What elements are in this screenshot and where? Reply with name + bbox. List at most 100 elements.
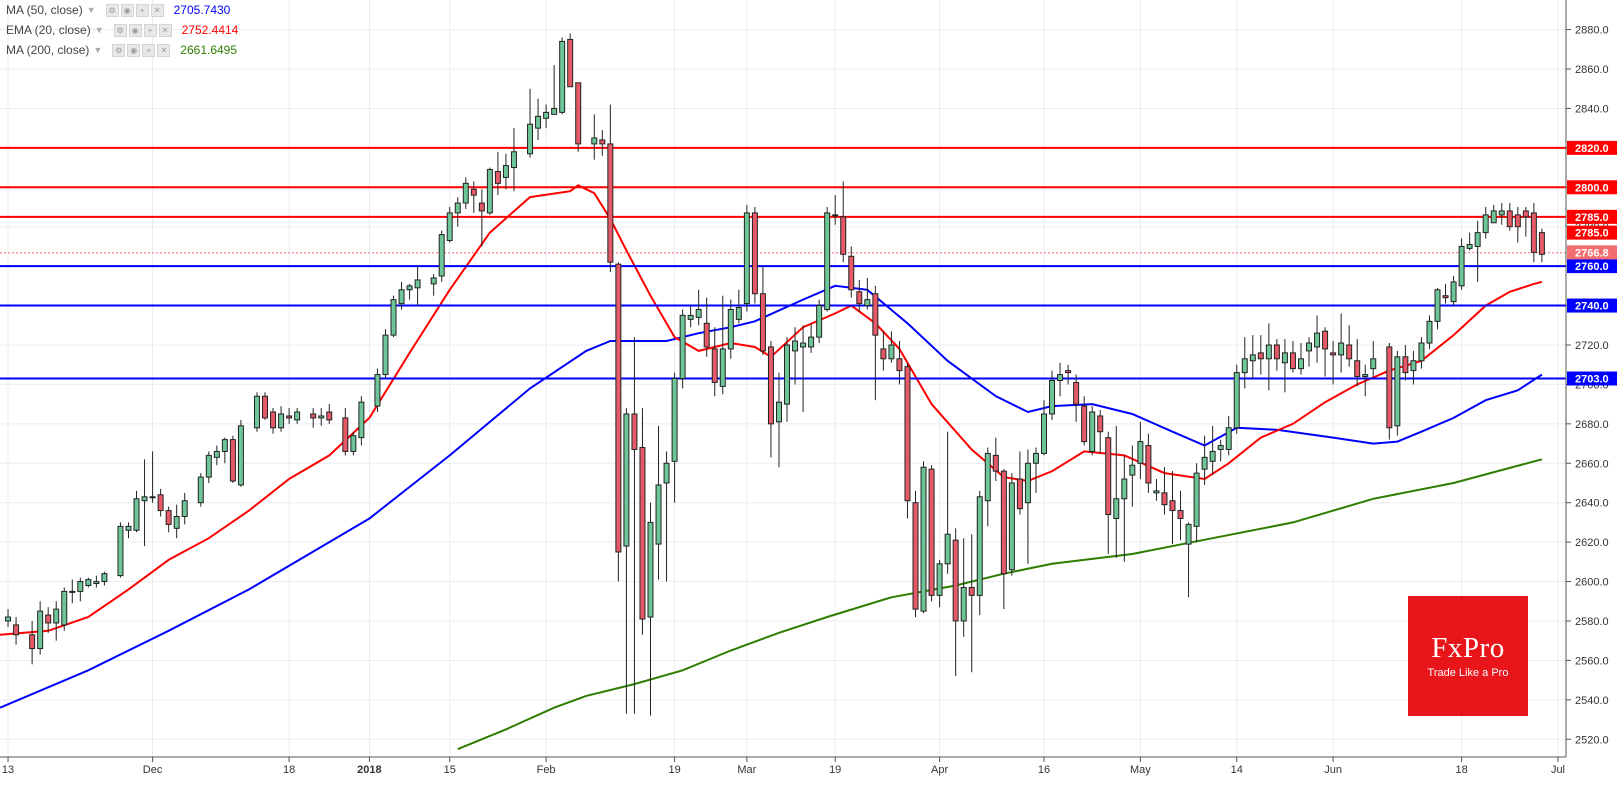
candle-body [896, 358, 903, 372]
legend-value: 2705.7430 [173, 3, 231, 17]
candle-body [1073, 381, 1080, 405]
candle-body [912, 502, 919, 610]
candle-body [1177, 510, 1184, 519]
candle-body [1394, 356, 1401, 427]
eye-icon[interactable]: ◉ [120, 3, 134, 17]
candle-body [880, 348, 887, 360]
candle-body [1057, 374, 1064, 381]
candle-body [976, 496, 983, 596]
eye-icon[interactable]: ◉ [128, 23, 142, 37]
y-tick-label: 2880.0 [1575, 25, 1609, 37]
candle-body [1049, 379, 1056, 415]
close-icon[interactable]: ✕ [158, 23, 172, 37]
candle-body [1089, 411, 1096, 452]
candle-body [462, 182, 469, 204]
candle-body [1065, 370, 1072, 374]
candle-body [719, 348, 726, 387]
legend-name: EMA (20, close) [6, 23, 91, 37]
x-tick-label: Jul [1551, 764, 1565, 776]
candle-body [599, 139, 606, 145]
x-tick-label: Jun [1324, 764, 1342, 776]
price-tag-label: 2800.0 [1575, 182, 1609, 194]
x-tick-label: 15 [444, 764, 456, 776]
candle-body [1434, 289, 1441, 322]
candle-body [1346, 344, 1353, 360]
candle-body [767, 346, 774, 425]
candle-body [1538, 232, 1545, 255]
close-icon[interactable]: ✕ [150, 3, 164, 17]
legend-row-ema20[interactable]: EMA (20, close) ▼ ⚙ ◉ + ✕ 2752.4414 [6, 20, 238, 40]
candle-body [703, 322, 710, 348]
eye-icon[interactable]: ◉ [127, 43, 141, 57]
legend-row-ma50[interactable]: MA (50, close) ▼ ⚙ ◉ + ✕ 2705.7430 [6, 0, 238, 20]
candle-body [639, 446, 646, 620]
legend-row-ma200[interactable]: MA (200, close) ▼ ⚙ ◉ + ✕ 2661.6495 [6, 40, 238, 60]
x-tick-label: Feb [537, 764, 556, 776]
candle-body [350, 435, 357, 452]
legend-value: 2661.6495 [180, 43, 238, 57]
candle-body [1306, 342, 1313, 352]
price-tag [1567, 371, 1617, 386]
candle-body [213, 450, 220, 458]
legend-name: MA (200, close) [6, 43, 90, 57]
settings-icon[interactable]: ⚙ [113, 23, 127, 37]
candle-body [1450, 281, 1457, 303]
candle-body [1225, 427, 1232, 450]
y-tick-label: 2680.0 [1575, 419, 1609, 431]
price-tag-label: 2785.0 [1575, 228, 1609, 240]
candle-body [816, 305, 823, 338]
candle-body [253, 395, 260, 429]
candle-body [61, 590, 68, 626]
candle-body [872, 293, 879, 336]
chevron-down-icon[interactable]: ▼ [94, 25, 104, 35]
candle-body [470, 188, 477, 196]
chevron-down-icon[interactable]: ▼ [93, 45, 103, 55]
chevron-down-icon[interactable]: ▼ [86, 5, 96, 15]
price-tag [1567, 180, 1617, 195]
logo-brand: FxPro [1431, 632, 1505, 664]
horizontal-levels[interactable] [0, 146, 1566, 380]
y-tick-label: 2540.0 [1575, 695, 1609, 707]
candle-body [133, 498, 140, 531]
candle-body [430, 277, 437, 285]
candle-body [1201, 456, 1208, 470]
candle-body [1249, 354, 1256, 362]
candle-body [623, 413, 630, 547]
candle-body [695, 309, 702, 318]
candle-body [1370, 358, 1377, 370]
candle-body [165, 510, 172, 525]
more-icon[interactable]: + [143, 23, 157, 37]
candle-body [904, 366, 911, 502]
candle-body [117, 525, 124, 577]
candle-body [510, 151, 517, 169]
candle-body [1498, 210, 1505, 216]
candle-body [5, 616, 12, 622]
candle-body [149, 496, 156, 499]
candle-body [679, 314, 686, 379]
x-tick-label: Apr [931, 764, 948, 776]
close-icon[interactable]: ✕ [157, 43, 171, 57]
candle-body [559, 40, 566, 113]
candle-body [808, 336, 815, 348]
settings-icon[interactable]: ⚙ [112, 43, 126, 57]
settings-icon[interactable]: ⚙ [105, 3, 119, 17]
more-icon[interactable]: + [135, 3, 149, 17]
candle-body [968, 586, 975, 596]
candle-body [278, 413, 285, 429]
candle-body [1281, 352, 1288, 364]
candle-body [1362, 374, 1369, 378]
candle-body [1466, 243, 1473, 249]
more-icon[interactable]: + [142, 43, 156, 57]
candle-body [181, 500, 188, 517]
candle-body [759, 293, 766, 352]
candle-body [358, 401, 365, 439]
candle-body [29, 634, 36, 650]
candle-body [1289, 352, 1296, 370]
candlesticks [5, 33, 1545, 716]
candle-body [173, 515, 180, 529]
y-tick-label: 2600.0 [1575, 577, 1609, 589]
candle-body [1041, 413, 1047, 454]
y-tick-label: 2620.0 [1575, 537, 1609, 549]
